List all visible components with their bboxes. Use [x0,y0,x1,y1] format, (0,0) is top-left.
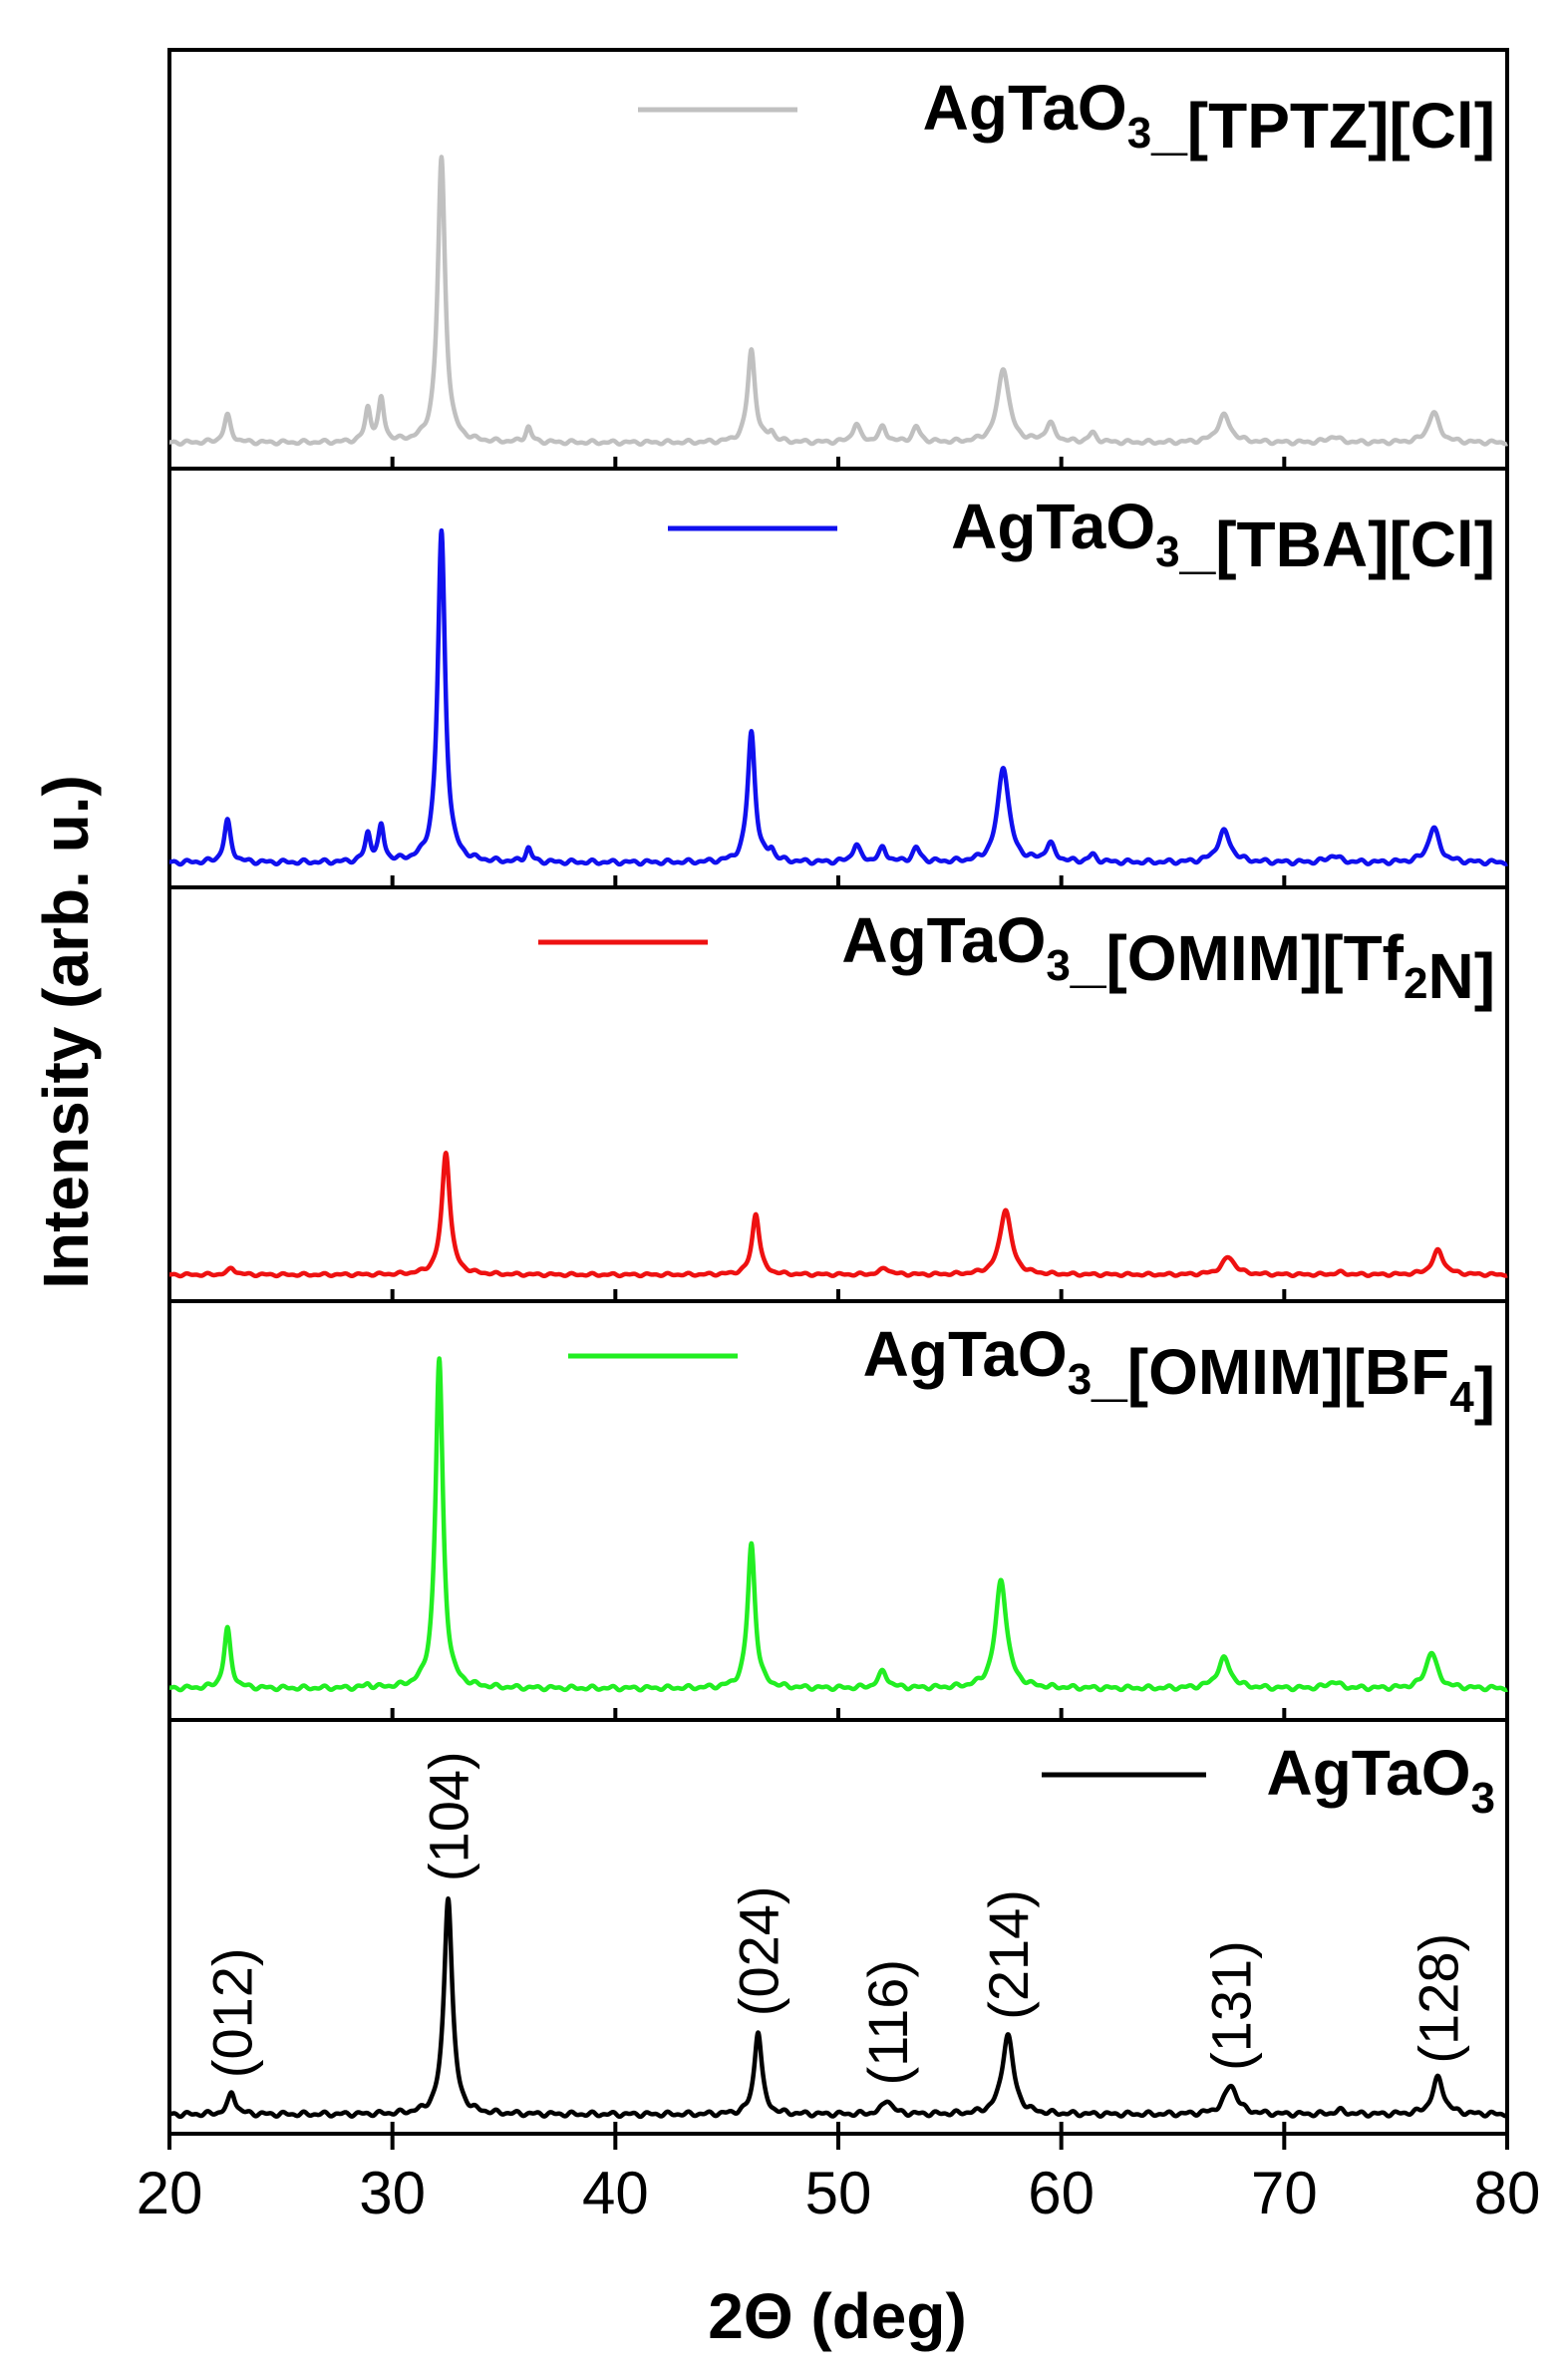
panels-layer: AgTaO3_[TPTZ][Cl] AgTaO3_[TBA][Cl] AgTaO3_… [167,48,1509,2136]
legend-tba: AgTaO3_[TBA][Cl] [668,491,1495,580]
legend-label: AgTaO3_[OMIM][BF4] [863,1318,1495,1426]
x-tick-label: 70 [1251,2160,1318,2226]
legend-agtao3: AgTaO3 [1042,1737,1495,1823]
panel-tba: AgTaO3_[TBA][Cl] [167,467,1509,889]
panel-agtao3: AgTaO3 (012) (104) (024) (116) (214) (131) (128… [167,1718,1509,2136]
hkl-label: (131) [1200,1940,1263,2071]
y-axis-title: Intensity (arb. u.) [30,775,102,1289]
x-tick-label: 50 [805,2160,872,2226]
hkl-label: (214) [977,1889,1040,2020]
legend-label: AgTaO3 [1266,1737,1495,1823]
panel-tf2n: AgTaO3_[OMIM][Tf2N] [167,885,1509,1303]
x-tick-label: 80 [1474,2160,1541,2226]
x-axis-title: 2Θ (deg) [708,2280,967,2352]
hkl-label: (012) [201,1947,264,2078]
legend-tf2n: AgTaO3_[OMIM][Tf2N] [538,904,1495,1012]
series-line-tf2n [167,1151,1509,1279]
legend-label: AgTaO3_[OMIM][Tf2N] [841,904,1495,1012]
panel-tptz: AgTaO3_[TPTZ][Cl] [167,48,1509,471]
x-tick-label: 40 [582,2160,649,2226]
series-line-agtao3 [167,1895,1509,2120]
legend-label: AgTaO3_[TPTZ][Cl] [923,72,1495,162]
x-tick-label: 60 [1028,2160,1095,2226]
x-tick-label: 30 [359,2160,426,2226]
panel-bf4: AgTaO3_[OMIM][BF4] [167,1299,1509,1722]
hkl-label: (116) [856,1959,919,2086]
legend-tptz: AgTaO3_[TPTZ][Cl] [638,72,1495,162]
series-line-bf4 [167,1356,1509,1693]
legend-bf4: AgTaO3_[OMIM][BF4] [568,1318,1495,1426]
x-tick-label: 20 [137,2160,203,2226]
series-line-tba [167,527,1509,867]
hkl-label: (024) [728,1885,790,2016]
hkl-label: (104) [418,1751,480,1881]
legend-label: AgTaO3_[TBA][Cl] [951,491,1495,580]
hkl-label: (128) [1408,1933,1470,2064]
x-axis: 20 30 40 50 60 70 80 [137,2134,1541,2226]
series-line-tptz [167,155,1509,447]
